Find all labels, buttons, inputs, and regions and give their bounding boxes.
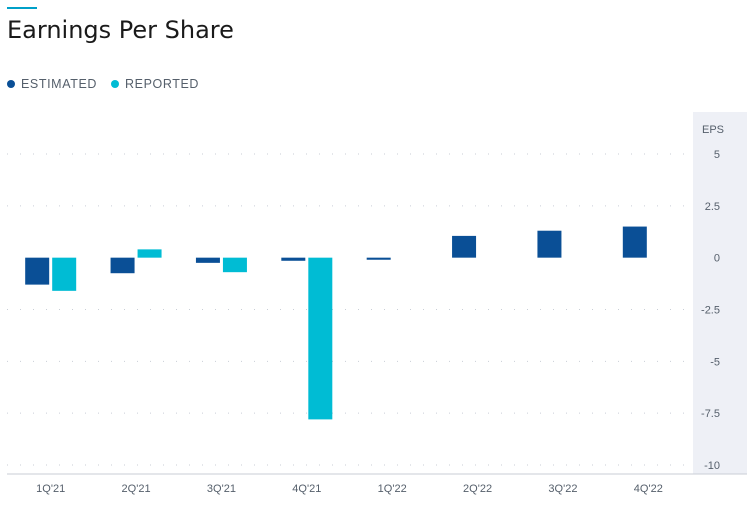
bar-estimated[interactable] <box>452 235 477 258</box>
bar-reported[interactable] <box>52 257 77 291</box>
bar-reported[interactable] <box>308 257 333 420</box>
legend-dot-estimated <box>7 80 15 88</box>
x-tick-label: 4Q'22 <box>634 483 663 495</box>
page-title: Earnings Per Share <box>7 16 234 44</box>
legend-item-reported[interactable]: REPORTED <box>111 77 199 91</box>
bar-estimated[interactable] <box>622 226 647 258</box>
chart-legend: ESTIMATED REPORTED <box>7 77 213 91</box>
x-tick-label: 3Q'21 <box>207 483 236 495</box>
bar-reported[interactable] <box>137 249 162 258</box>
bar-estimated[interactable] <box>195 257 220 263</box>
y-axis-panel <box>693 112 747 474</box>
legend-label-reported: REPORTED <box>125 77 200 91</box>
title-accent-line <box>7 7 37 9</box>
bar-estimated[interactable] <box>366 257 391 260</box>
y-tick-label: 0 <box>714 253 720 265</box>
y-axis: EPS 5 2.5 0 -2.5 -5 -7.5 -10 <box>701 124 724 472</box>
x-tick-label: 1Q'22 <box>378 483 407 495</box>
y-tick-label: 5 <box>714 149 720 161</box>
bars <box>25 226 647 420</box>
x-tick-label: 2Q'21 <box>122 483 151 495</box>
y-tick-label: 2.5 <box>705 201 720 213</box>
bar-estimated[interactable] <box>110 257 135 274</box>
grid-lines <box>7 153 747 475</box>
y-tick-label: -7.5 <box>701 408 720 420</box>
bar-estimated[interactable] <box>25 257 50 285</box>
x-tick-label: 1Q'21 <box>36 483 65 495</box>
x-tick-label: 4Q'21 <box>292 483 321 495</box>
y-tick-label: -5 <box>710 356 720 368</box>
x-tick-label: 3Q'22 <box>548 483 577 495</box>
y-axis-title: EPS <box>702 124 724 136</box>
legend-dot-reported <box>111 80 120 88</box>
legend-item-estimated[interactable]: ESTIMATED <box>7 77 97 91</box>
y-tick-label: -2.5 <box>701 305 720 317</box>
bar-reported[interactable] <box>222 257 247 273</box>
bar-estimated[interactable] <box>537 230 562 258</box>
legend-label-estimated: ESTIMATED <box>21 77 98 91</box>
bar-estimated[interactable] <box>281 257 306 261</box>
x-axis: 1Q'21 2Q'21 3Q'21 4Q'21 1Q'22 2Q'22 3Q'22 4Q'22 <box>36 483 663 495</box>
x-tick-label: 2Q'22 <box>463 483 492 495</box>
y-tick-label: -10 <box>704 460 720 472</box>
